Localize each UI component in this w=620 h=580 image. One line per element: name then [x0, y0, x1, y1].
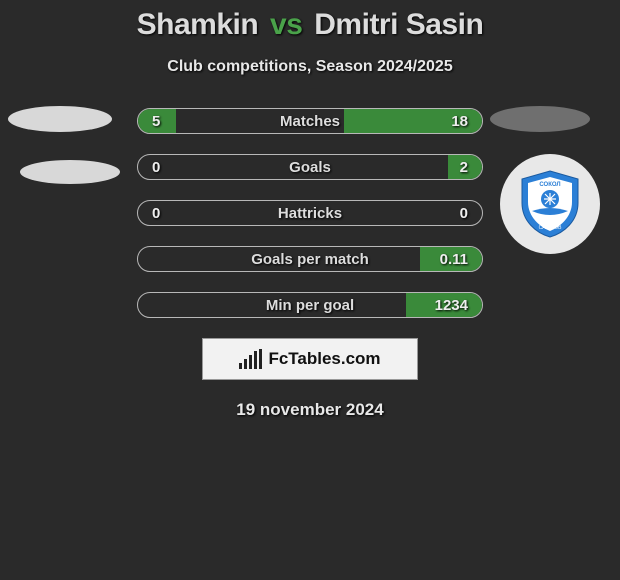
stat-value-right: 0.11	[440, 251, 468, 268]
player1-club-placeholder	[20, 160, 120, 184]
stat-label: Hattricks	[138, 205, 482, 222]
player2-avatar-placeholder	[490, 106, 590, 132]
stat-label: Goals	[138, 159, 482, 176]
stat-row: 5Matches18	[137, 108, 483, 134]
watermark-badge: FcTables.com	[202, 338, 418, 380]
comparison-title: Shamkin vs Dmitri Sasin	[0, 0, 620, 42]
stats-panel: СОКОЛ САРАТОВ 5Matches180Goals20Hattrick…	[0, 108, 620, 318]
stat-value-right: 0	[460, 205, 468, 222]
stat-label: Matches	[138, 113, 482, 130]
snapshot-date: 19 november 2024	[0, 400, 620, 420]
player2-name: Dmitri Sasin	[314, 8, 483, 41]
player2-club-badge: СОКОЛ САРАТОВ	[500, 154, 600, 254]
stat-row: 0Goals2	[137, 154, 483, 180]
stat-row: Goals per match0.11	[137, 246, 483, 272]
stat-row: Min per goal1234	[137, 292, 483, 318]
watermark-text: FcTables.com	[268, 349, 380, 369]
svg-text:САРАТОВ: САРАТОВ	[539, 225, 562, 231]
stat-value-right: 18	[451, 113, 468, 130]
player1-avatar-placeholder	[8, 106, 112, 132]
sokol-saratov-shield-icon: СОКОЛ САРАТОВ	[518, 169, 582, 239]
stat-value-right: 2	[460, 159, 468, 176]
stat-row: 0Hattricks0	[137, 200, 483, 226]
player1-name: Shamkin	[137, 8, 259, 41]
svg-text:СОКОЛ: СОКОЛ	[539, 182, 560, 188]
bars-icon	[239, 349, 262, 369]
stat-value-right: 1234	[435, 297, 468, 314]
vs-label: vs	[270, 8, 302, 41]
stat-label: Min per goal	[138, 297, 482, 314]
stat-label: Goals per match	[138, 251, 482, 268]
subtitle: Club competitions, Season 2024/2025	[0, 58, 620, 76]
